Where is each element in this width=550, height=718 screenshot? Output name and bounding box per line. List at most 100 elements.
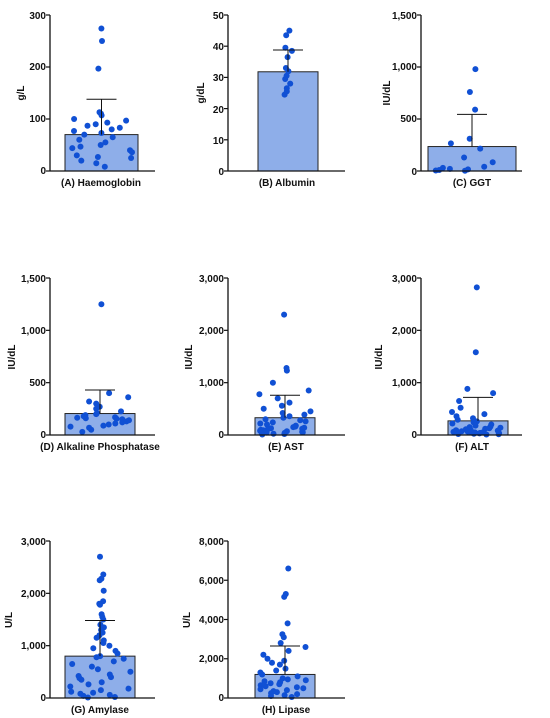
panel-e-point [281, 311, 288, 318]
panel-d-point [125, 394, 132, 401]
panel-a-point [116, 124, 123, 131]
panel-d-point [67, 423, 74, 430]
panel-b-point [288, 47, 295, 54]
panel-c-ytick-1: 500 [400, 114, 417, 125]
panel-e-point [274, 395, 281, 402]
panel-d-ticks: 0 500 1,000 1,500 [21, 274, 46, 441]
panel-f-point [472, 422, 479, 429]
panel-b-ytick-0: 0 [218, 167, 224, 178]
panel-e-point [283, 367, 290, 374]
panel-a-point [71, 128, 77, 134]
panel-e-point [297, 417, 304, 424]
panel-d-point [74, 414, 81, 421]
panel-h-point [288, 694, 295, 700]
panel-a-point [102, 139, 109, 146]
panel-f-ytick-1: 1,000 [392, 378, 417, 389]
panel-a-point [93, 160, 100, 167]
panel-h-point [262, 683, 269, 690]
panel-g-point [88, 663, 95, 670]
panel-b-xlabel: (B) Albumin [259, 178, 315, 189]
panel-a-point [129, 149, 135, 156]
panel-a-ytick-1: 100 [29, 114, 46, 125]
panel-e-point [279, 410, 286, 416]
panel-f-point [495, 431, 502, 438]
panel-h-point [281, 593, 288, 600]
panel-d-point [86, 398, 93, 405]
panel-a-ylabel: g/L [16, 86, 27, 101]
panel-g-point [111, 694, 118, 700]
panel-g-ytick-2: 2,000 [21, 589, 46, 600]
panel-e-point [305, 387, 312, 394]
panel-c-point [461, 154, 468, 161]
panel-d-ytick-0: 0 [40, 430, 46, 441]
panel-f: 0 1,000 2,000 3,000 IU/dL (F) ALT [374, 274, 522, 453]
panel-d-ylabel: IU/dL [7, 345, 18, 370]
panel-d-ytick-3: 1,500 [21, 274, 46, 285]
panel-b-point [282, 76, 289, 82]
panel-b-ytick-1: 10 [213, 136, 225, 147]
panel-h-point [300, 685, 307, 692]
panel-f-point [449, 409, 455, 415]
panel-b-ytick-3: 30 [213, 73, 225, 84]
panel-a-xlabel: (A) Haemoglobin [61, 178, 141, 189]
panel-c-point [466, 135, 473, 142]
panel-a-point [95, 65, 102, 72]
panel-b-point [283, 32, 290, 39]
panel-g-point [98, 679, 105, 686]
panel-h-point [260, 651, 267, 658]
panel-h-point [264, 655, 271, 662]
panel-a-point [69, 145, 76, 152]
panel-b-ylabel: g/dL [196, 82, 207, 103]
panel-e-point [257, 420, 264, 427]
panel-g-point [90, 645, 97, 652]
panel-h-point [294, 673, 301, 680]
panel-g-ytick-1: 1,000 [21, 641, 46, 652]
panel-g-ytick-3: 3,000 [21, 537, 46, 548]
panel-h-point [283, 687, 290, 694]
panel-d-point [112, 420, 119, 427]
panel-f-point [456, 398, 463, 404]
panel-a-ytick-3: 300 [29, 11, 46, 22]
panel-a-ytick-0: 0 [40, 166, 46, 177]
panel-g-point [100, 640, 107, 646]
panel-d-xlabel: (D) Alkaline Phosphatase [40, 442, 160, 453]
panel-e-point [286, 413, 293, 420]
panel-c-point [472, 106, 479, 113]
panel-e-ylabel: IU/dL [184, 345, 195, 370]
panel-h-point [281, 692, 288, 699]
panel-h-point [267, 680, 274, 687]
panel-a-point [98, 25, 105, 32]
panel-g-point [96, 577, 103, 584]
panel-a-point [101, 163, 108, 170]
panel-g-ylabel: U/L [4, 612, 15, 628]
panel-h-point [273, 667, 280, 674]
panel-e-ytick-3: 3,000 [199, 274, 224, 285]
panel-d-ytick-2: 1,000 [21, 326, 46, 337]
panel-a-point [99, 38, 105, 44]
panel-g-point [106, 642, 113, 649]
panel-f-point [450, 428, 457, 435]
panel-f-point [473, 284, 480, 291]
panel-g-point [94, 666, 101, 673]
panel-a-point [92, 121, 99, 128]
panel-d-point [88, 426, 95, 433]
panel-c-ytick-3: 1,500 [392, 11, 417, 22]
panel-c-point [477, 145, 484, 152]
panel-g-point [114, 650, 121, 657]
panel-b-ytick-2: 20 [213, 105, 225, 116]
panel-e-xlabel: (E) AST [268, 442, 304, 453]
panel-f-ytick-3: 3,000 [392, 274, 417, 285]
panel-d-ytick-1: 500 [29, 378, 46, 389]
panel-d-point [119, 419, 126, 426]
panel-h-ytick-4: 8,000 [199, 537, 224, 548]
panel-e-point [301, 411, 308, 418]
panel-d-point [113, 415, 120, 422]
panel-a-point [73, 152, 80, 159]
panel-c-xlabel: (C) GGT [453, 178, 491, 189]
panel-e-point [302, 418, 309, 425]
panel-g-ticks: 0 1,000 2,000 3,000 [21, 537, 46, 704]
panel-d-point [82, 415, 89, 422]
panel-f-point [464, 385, 471, 392]
panel-h-point [281, 657, 288, 664]
